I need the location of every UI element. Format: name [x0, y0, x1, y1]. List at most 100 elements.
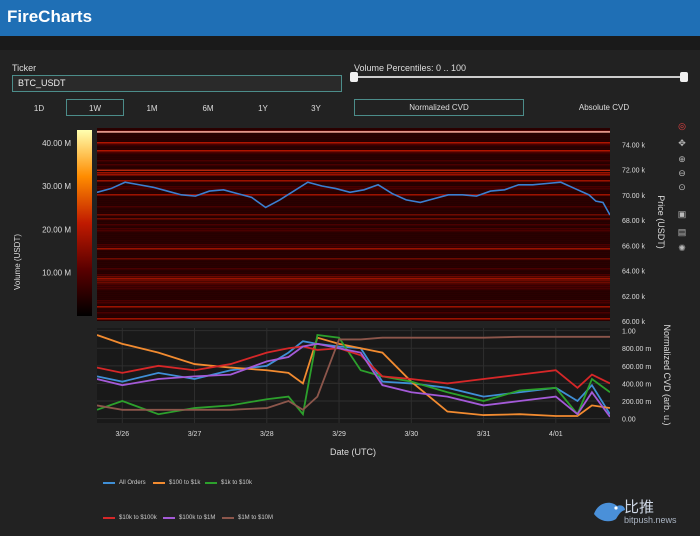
heatmap-band [97, 282, 610, 284]
heatmap-band [97, 132, 610, 134]
timeframe-1m-button[interactable]: 1M [146, 104, 158, 113]
cvd-series-line [97, 342, 610, 418]
slider-min-handle[interactable] [350, 72, 358, 82]
heatmap-band [97, 314, 610, 316]
heatmap-band [97, 278, 610, 280]
legend-label: $1M to $10M [238, 515, 274, 521]
heatmap-band [97, 232, 610, 234]
cvd-series-line [97, 335, 610, 411]
ticker-input[interactable]: BTC_USDT [12, 75, 342, 92]
heatmap-band [97, 292, 610, 294]
date-tick-label: 3/31 [477, 431, 491, 438]
legend-swatch [153, 482, 165, 484]
heatmap-band [97, 144, 610, 146]
heatmap-band [97, 302, 610, 304]
heatmap-band [97, 286, 610, 288]
heatmap-band [97, 316, 610, 318]
heatmap-band [97, 198, 610, 200]
heatmap-band [97, 296, 610, 298]
heatmap-band [97, 320, 610, 321]
save-icon[interactable]: ▣ [677, 209, 687, 219]
heatmap-band [97, 128, 610, 130]
heatmap-band [97, 190, 610, 192]
legend-item[interactable]: $100 to $1k [153, 480, 200, 486]
heatmap-band [97, 176, 610, 178]
volume-percentile-slider[interactable] [354, 76, 684, 78]
legend-item[interactable]: $1M to $10M [222, 515, 273, 521]
legend-item[interactable]: $100k to $1M [163, 515, 215, 521]
heatmap-band [97, 260, 610, 262]
heatmap-hot-band [97, 169, 610, 171]
normalized-cvd-button[interactable]: Normalized CVD [354, 99, 524, 116]
colorbar-label: Volume (USDT) [13, 234, 22, 290]
legend-label: $10k to $100k [119, 515, 157, 521]
heatmap-band [97, 218, 610, 220]
heatmap-band [97, 156, 610, 158]
zoom-out-icon[interactable]: ⊖ [678, 168, 686, 178]
heatmap-band [97, 150, 610, 152]
lasso-icon[interactable]: ⊙ [678, 182, 686, 192]
heatmap-band [97, 234, 610, 236]
comment-icon[interactable]: ▤ [677, 227, 687, 237]
price-line [97, 181, 610, 216]
price-tick-label: 66.00 k [622, 243, 645, 250]
heatmap-band [97, 274, 610, 276]
heatmap-band [97, 280, 610, 282]
heatmap-band [97, 172, 610, 174]
color-wheel-icon[interactable]: ◎ [678, 121, 686, 131]
price-tick-label: 68.00 k [622, 218, 645, 225]
cvd-tick-label: 200.00 m [622, 399, 651, 406]
heatmap-band [97, 248, 610, 250]
price-tick-label: 60.00 k [622, 319, 645, 326]
heatmap-band [97, 158, 610, 160]
timeframe-1y-button[interactable]: 1Y [258, 104, 268, 113]
legend-item[interactable]: $1k to $10k [205, 480, 252, 486]
legend-label: $100k to $1M [179, 515, 216, 521]
heatmap-band [97, 226, 610, 228]
heatmap-band [97, 178, 610, 180]
date-tick-label: 3/29 [332, 431, 346, 438]
cvd-series-line [97, 334, 610, 417]
ticker-label: Ticker [12, 63, 37, 73]
legend-swatch [205, 482, 217, 484]
cvd-tick-label: 0.00 [622, 417, 636, 424]
heatmap-band [97, 168, 610, 170]
date-tick-label: 3/27 [188, 431, 202, 438]
heatmap-band [97, 250, 610, 252]
timeframe-3y-button[interactable]: 3Y [311, 104, 321, 113]
heatmap-band [97, 220, 610, 222]
timeframe-1w-button[interactable]: 1W [66, 99, 124, 116]
price-tick-label: 72.00 k [622, 168, 645, 175]
heatmap-band [97, 192, 610, 194]
heatmap-band [97, 312, 610, 314]
absolute-cvd-button[interactable]: Absolute CVD [578, 103, 630, 112]
slider-max-handle[interactable] [680, 72, 688, 82]
legend-swatch [222, 517, 234, 519]
date-tick-label: 3/28 [260, 431, 274, 438]
legend-item[interactable]: All Orders [103, 480, 146, 486]
heatmap-band [97, 294, 610, 296]
timeframe-1d-button[interactable]: 1D [33, 104, 45, 113]
pan-icon[interactable]: ✥ [678, 138, 686, 148]
heatmap-band [97, 300, 610, 302]
price-tick-label: 74.00 k [622, 142, 645, 149]
zoom-in-icon[interactable]: ⊕ [678, 154, 686, 164]
heatmap-band [97, 284, 610, 286]
heatmap-band [97, 200, 610, 202]
heatmap-band [97, 210, 610, 212]
heatmap-band [97, 214, 610, 216]
heatmap-band [97, 160, 610, 162]
heatmap-band [97, 230, 610, 232]
heatmap-band [97, 256, 610, 258]
colorbar-tick-label: 10.00 M [42, 269, 71, 278]
heatmap-band [97, 154, 610, 156]
reset-icon[interactable]: ✺ [678, 243, 686, 253]
timeframe-6m-button[interactable]: 6M [202, 104, 214, 113]
legend-item[interactable]: $10k to $100k [103, 515, 157, 521]
cvd-tick-label: 600.00 m [622, 364, 651, 371]
heatmap-band [97, 216, 610, 218]
heatmap-band [97, 262, 610, 264]
legend-swatch [103, 517, 115, 519]
price-axis-label: Price (USDT) [656, 195, 666, 249]
